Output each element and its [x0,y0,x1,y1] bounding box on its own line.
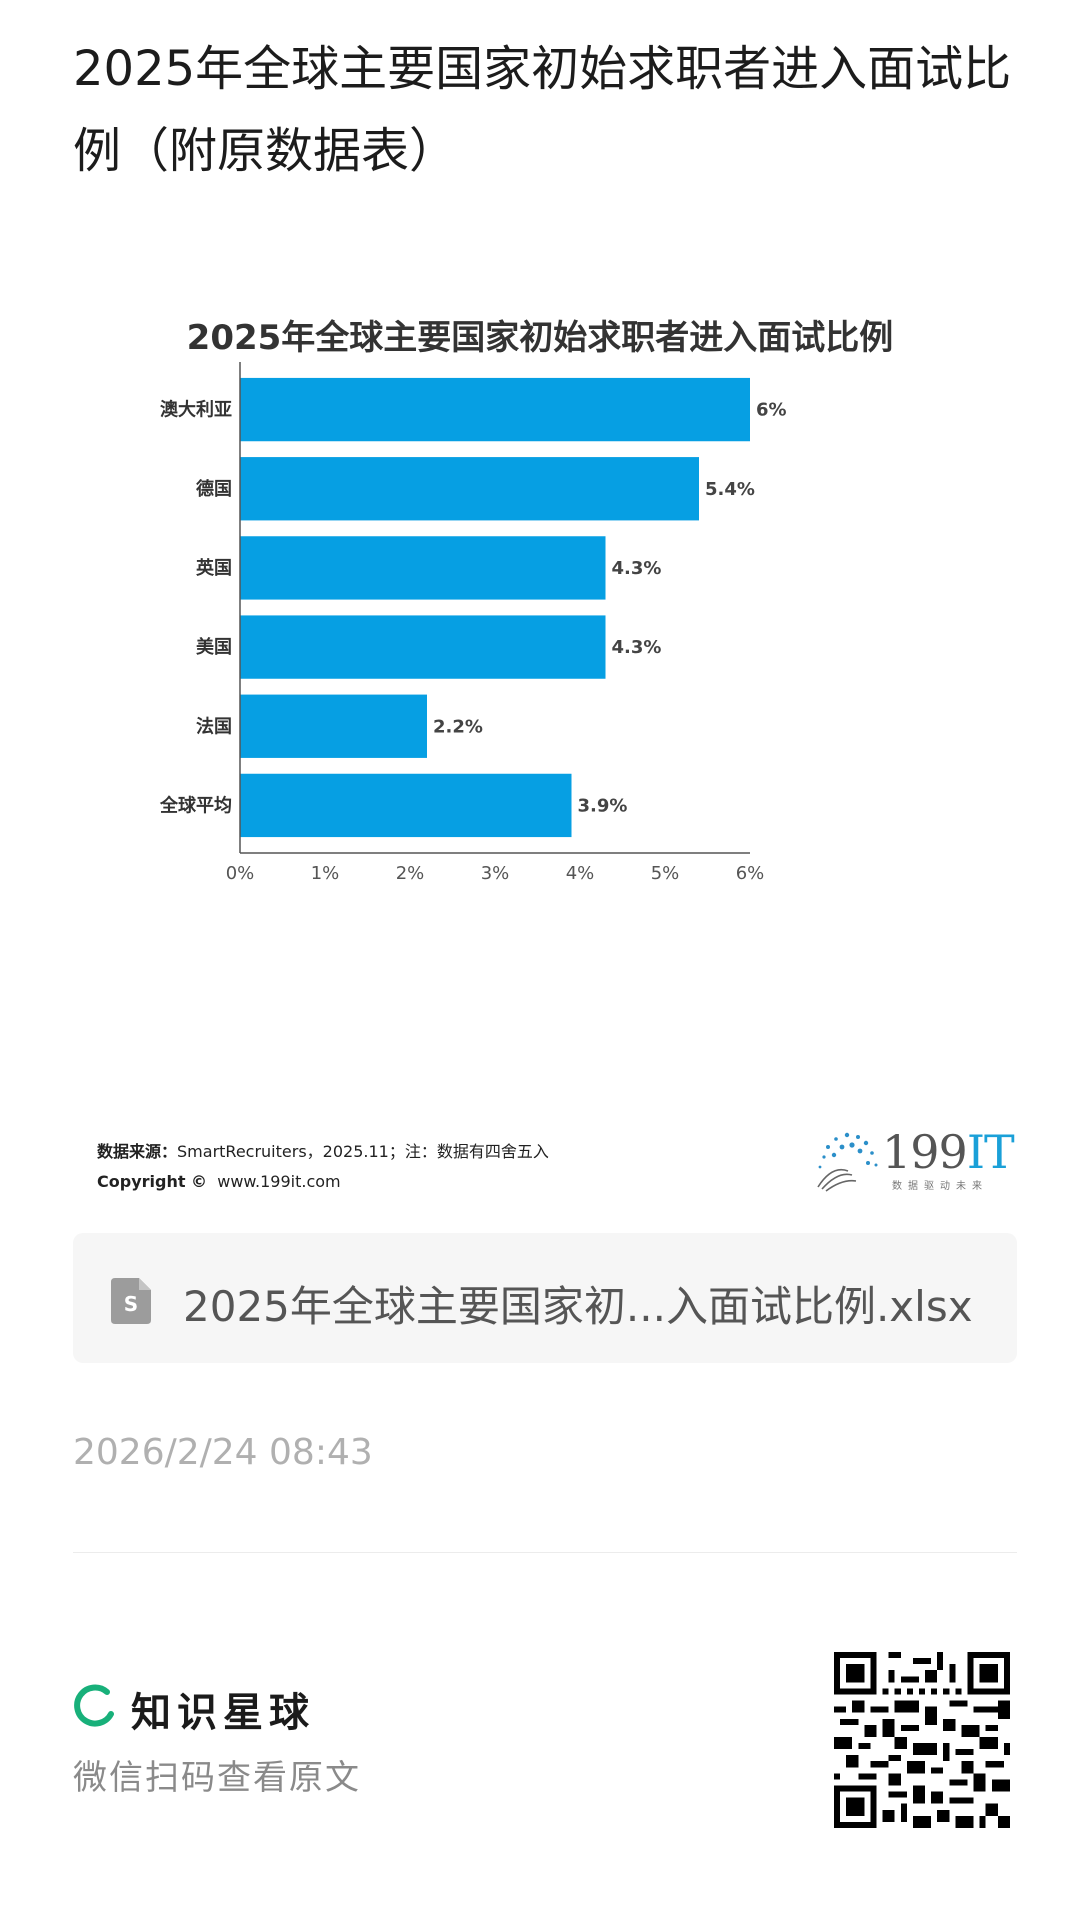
svg-text:S: S [124,1292,138,1316]
x-tick-label: 1% [311,863,340,884]
x-tick-label: 4% [566,863,595,884]
value-label: 4.3% [612,558,662,579]
logo-wordmark: 199IT [882,1125,1015,1179]
dandelion-logo-icon [817,1132,878,1192]
logo-tagline: 数据驱动未来 [892,1181,988,1192]
chart: 2025年全球主要国家初始求职者进入面试比例 澳大利亚 6% 德国 5.4% 英国 4.3… [70,290,1010,1210]
bar [240,457,699,521]
page-title: 2025年全球主要国家初始求职者进入面试比例（附原数据表） [73,41,1012,179]
source-text: SmartRecruiters，2025.11；注：数据有四舍五入 [177,1142,549,1161]
value-label: 5.4% [705,479,755,500]
brand-name: 知识星球 [131,1690,315,1736]
x-tick-label: 6% [736,863,765,884]
x-tick-label: 0% [226,863,255,884]
post-timestamp: 2026/2/24 08:43 [73,1432,373,1473]
bar [240,694,427,758]
199it-logo: 199IT 数据驱动未来 [812,1125,1015,1195]
bar-chart-svg: 澳大利亚 6% 德国 5.4% 英国 4.3% 美国 4.3% 法国 2.2% 全球平均 3.9% 0%… [159,362,787,884]
x-tick-label: 3% [481,863,510,884]
bar [240,615,606,679]
value-label: 4.3% [612,637,662,658]
category-label: 德国 [196,478,232,500]
category-label: 英国 [195,557,232,579]
qr-code-icon[interactable] [834,1652,1010,1828]
copyright-site: www.199it.com [217,1172,341,1191]
copyright-label: Copyright © [97,1172,208,1191]
attachment-card[interactable]: S 2025年全球主要国家初...入面试比例.xlsx [73,1233,1017,1363]
x-tick-label: 2% [396,863,425,884]
value-label: 3.9% [578,795,628,816]
spreadsheet-file-icon: S [111,1278,151,1324]
bar [240,536,606,600]
scan-hint: 微信扫码查看原文 [73,1758,361,1798]
x-tick-label: 5% [651,863,680,884]
brand-row: 知识星球 [73,1680,473,1740]
category-label: 澳大利亚 [160,399,232,421]
source-note: 数据来源：SmartRecruiters，2025.11；注：数据有四舍五入 C… [97,1137,657,1197]
value-label: 2.2% [433,716,483,737]
category-label: 法国 [196,715,232,737]
source-label: 数据来源： [97,1142,178,1161]
bar [240,773,572,838]
chart-title: 2025年全球主要国家初始求职者进入面试比例 [186,318,894,358]
divider [73,1552,1017,1553]
value-label: 6% [756,400,787,421]
category-label: 美国 [196,636,232,658]
zsxq-logo-icon [74,1684,114,1727]
category-label: 全球平均 [159,794,232,816]
attachment-filename[interactable]: 2025年全球主要国家初...入面试比例.xlsx [183,1282,973,1331]
bar [240,377,750,442]
